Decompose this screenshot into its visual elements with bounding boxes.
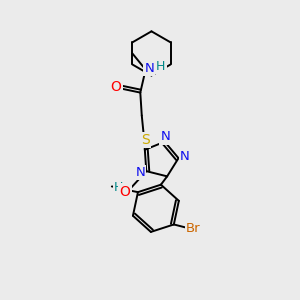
Text: N: N bbox=[136, 166, 145, 179]
Text: N: N bbox=[160, 130, 170, 143]
Text: O: O bbox=[111, 80, 122, 94]
Text: S: S bbox=[142, 133, 150, 147]
Text: H: H bbox=[113, 181, 123, 194]
Text: H: H bbox=[156, 60, 166, 73]
Text: N: N bbox=[180, 151, 190, 164]
Text: N: N bbox=[145, 62, 154, 75]
Text: Br: Br bbox=[186, 222, 201, 236]
Text: O: O bbox=[120, 184, 130, 199]
